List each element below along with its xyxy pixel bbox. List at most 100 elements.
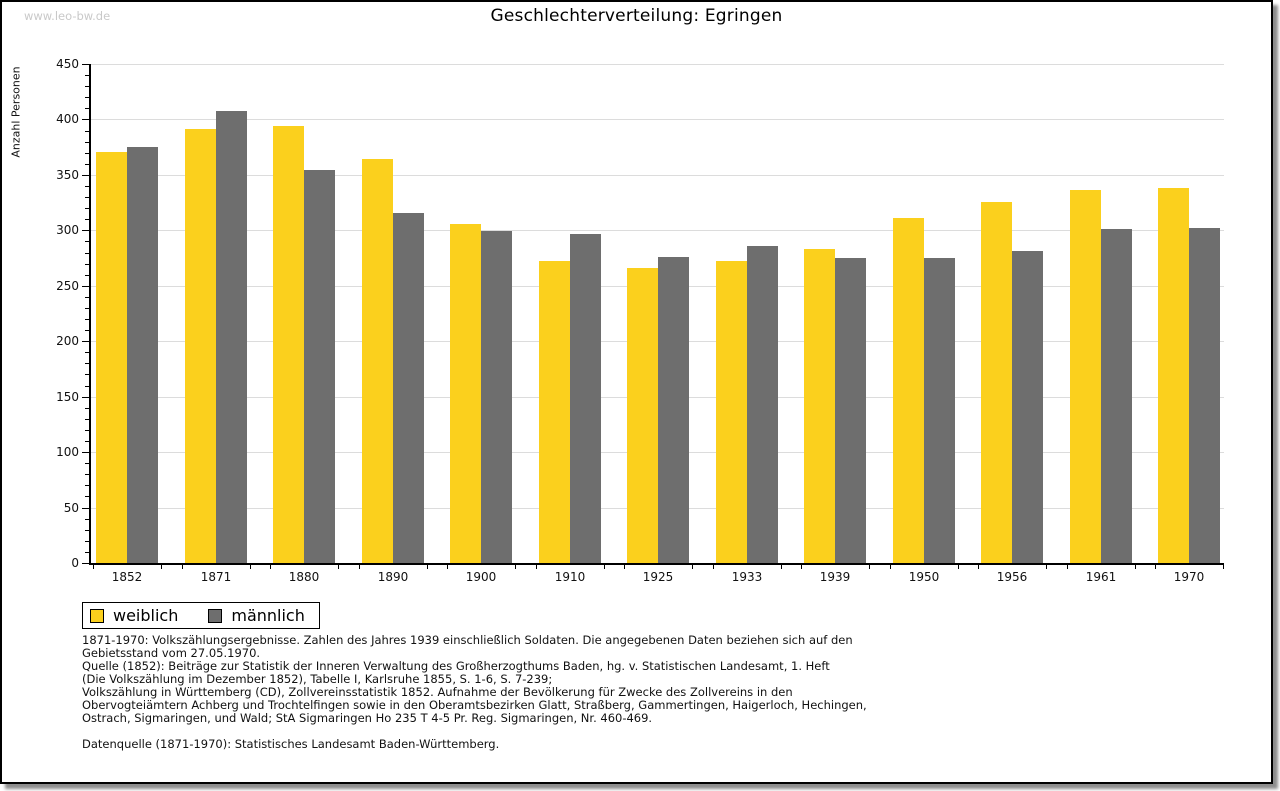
x-tick-end-1852 (161, 563, 162, 569)
bar-männlich-1852 (127, 147, 158, 563)
x-tick-start-1933 (713, 563, 714, 569)
bar-männlich-1961 (1101, 229, 1132, 563)
y-minor-tick-240 (85, 297, 89, 298)
bar-männlich-1871 (216, 111, 247, 563)
y-minor-tick-440 (85, 75, 89, 76)
x-tick-label-1950: 1950 (908, 570, 940, 584)
gridline-450 (91, 64, 1224, 65)
bar-weiblich-1933 (716, 261, 747, 563)
x-tick-end-1900 (515, 563, 516, 569)
x-tick-label-1900: 1900 (465, 570, 497, 584)
x-tick-start-1961 (1067, 563, 1068, 569)
bar-männlich-1890 (393, 213, 424, 563)
y-minor-tick-210 (85, 330, 89, 331)
legend-swatch-weiblich (90, 608, 104, 623)
y-minor-tick-30 (85, 530, 89, 531)
bar-weiblich-1910 (539, 261, 570, 563)
bar-männlich-1925 (658, 257, 689, 563)
note-line: Quelle (1852): Beiträge zur Statistik de… (82, 659, 830, 673)
x-tick-label-1852: 1852 (111, 570, 143, 584)
chart-title: Geschlechterverteilung: Egringen (490, 6, 783, 26)
y-tick-label-250: 250 (56, 279, 79, 293)
y-major-tick-400 (82, 119, 89, 120)
y-major-tick-300 (82, 230, 89, 231)
x-tick-end-1871 (250, 563, 251, 569)
bar-weiblich-1890 (362, 159, 393, 563)
x-tick-end-1970 (1223, 563, 1224, 569)
bar-weiblich-1961 (1070, 190, 1101, 563)
x-tick-end-1961 (1135, 563, 1136, 569)
x-tick-start-1871 (182, 563, 183, 569)
x-tick-label-1871: 1871 (200, 570, 232, 584)
x-tick-start-1880 (270, 563, 271, 569)
bar-weiblich-1852 (96, 152, 127, 563)
y-minor-tick-310 (85, 219, 89, 220)
x-tick-start-1939 (801, 563, 802, 569)
y-minor-tick-430 (85, 86, 89, 87)
y-minor-tick-230 (85, 308, 89, 309)
bar-weiblich-1956 (981, 202, 1012, 563)
gridline-300 (91, 230, 1224, 231)
legend-item-weiblich: weiblich (90, 606, 178, 625)
y-minor-tick-390 (85, 131, 89, 132)
note-line: Volkszählung in Württemberg (CD), Zollve… (82, 685, 793, 699)
note-line: Gebietsstand vom 27.05.1970. (82, 646, 261, 660)
y-minor-tick-380 (85, 142, 89, 143)
y-minor-tick-280 (85, 253, 89, 254)
y-axis-label: Anzahl Personen (9, 66, 23, 158)
x-tick-start-1950 (890, 563, 891, 569)
bar-männlich-1880 (304, 170, 335, 563)
x-tick-start-1910 (536, 563, 537, 569)
x-tick-end-1956 (1046, 563, 1047, 569)
x-tick-end-1933 (781, 563, 782, 569)
y-tick-label-400: 400 (56, 112, 79, 126)
y-major-tick-100 (82, 452, 89, 453)
y-minor-tick-330 (85, 197, 89, 198)
bar-männlich-1950 (924, 258, 955, 563)
y-minor-tick-420 (85, 97, 89, 98)
x-tick-end-1880 (338, 563, 339, 569)
note-line: Ostrach, Sigmaringen, und Wald; StA Sigm… (82, 711, 653, 725)
y-minor-tick-20 (85, 541, 89, 542)
bar-männlich-1939 (835, 258, 866, 563)
bar-männlich-1900 (481, 231, 512, 563)
y-minor-tick-130 (85, 419, 89, 420)
x-tick-label-1933: 1933 (731, 570, 763, 584)
note-line: (Die Volkszählung im Dezember 1852), Tab… (82, 672, 553, 686)
bar-weiblich-1970 (1158, 188, 1189, 563)
bar-weiblich-1871 (185, 129, 216, 563)
y-minor-tick-170 (85, 374, 89, 375)
x-tick-start-1890 (359, 563, 360, 569)
legend: weiblich männlich (82, 602, 320, 629)
x-tick-label-1956: 1956 (996, 570, 1028, 584)
y-minor-tick-220 (85, 319, 89, 320)
x-tick-label-1925: 1925 (642, 570, 674, 584)
y-minor-tick-260 (85, 275, 89, 276)
legend-item-maennlich: männlich (208, 606, 305, 625)
x-tick-start-1970 (1155, 563, 1156, 569)
legend-swatch-maennlich (208, 608, 223, 623)
y-minor-tick-70 (85, 485, 89, 486)
y-major-tick-50 (82, 508, 89, 509)
bar-weiblich-1900 (450, 224, 481, 563)
legend-label-maennlich: männlich (231, 606, 305, 625)
x-tick-end-1950 (958, 563, 959, 569)
y-minor-tick-410 (85, 108, 89, 109)
y-minor-tick-40 (85, 519, 89, 520)
y-tick-label-450: 450 (56, 57, 79, 71)
x-tick-label-1890: 1890 (377, 570, 409, 584)
y-minor-tick-190 (85, 352, 89, 353)
x-tick-start-1956 (978, 563, 979, 569)
y-major-tick-150 (82, 397, 89, 398)
bar-weiblich-1950 (893, 218, 924, 563)
y-tick-label-150: 150 (56, 390, 79, 404)
y-minor-tick-290 (85, 241, 89, 242)
y-major-tick-200 (82, 341, 89, 342)
y-minor-tick-340 (85, 186, 89, 187)
y-major-tick-450 (82, 64, 89, 65)
data-source-line: Datenquelle (1871-1970): Statistisches L… (82, 737, 500, 751)
x-tick-end-1910 (604, 563, 605, 569)
y-minor-tick-10 (85, 552, 89, 553)
x-tick-end-1939 (869, 563, 870, 569)
x-tick-end-1925 (692, 563, 693, 569)
